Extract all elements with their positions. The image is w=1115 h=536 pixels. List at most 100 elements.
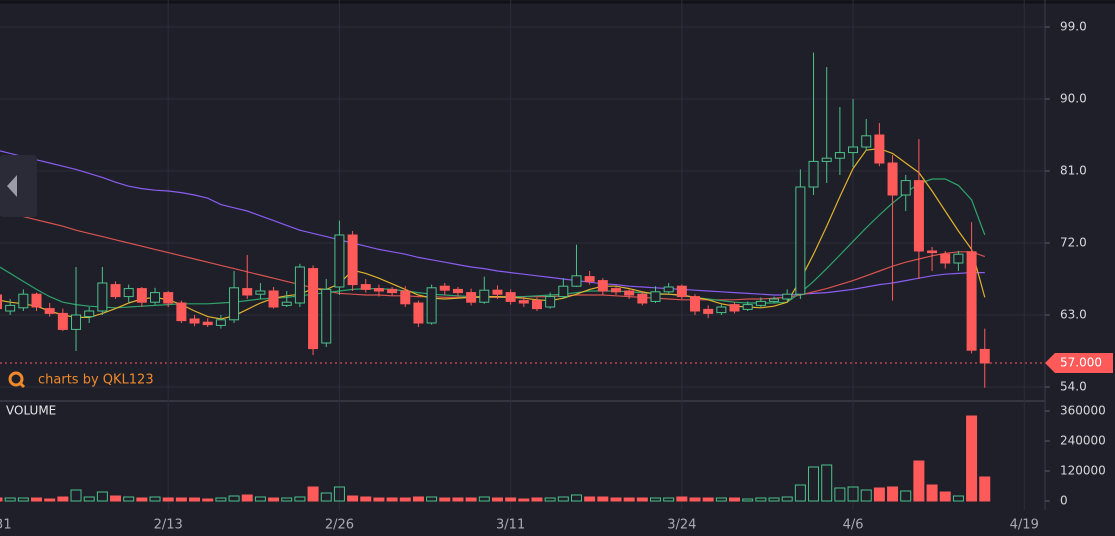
volume-bar xyxy=(636,497,648,502)
volume-bar xyxy=(702,497,714,502)
candle-body xyxy=(492,289,503,295)
volume-bar xyxy=(320,492,332,502)
x-tick-label: 4/6 xyxy=(843,518,864,533)
volume-bar xyxy=(136,497,148,502)
candle-body xyxy=(373,288,384,292)
candle-body xyxy=(268,290,279,308)
collapse-arrow[interactable] xyxy=(7,175,17,197)
volume-bar xyxy=(83,496,95,502)
candle-body xyxy=(255,290,266,295)
volume-label: VOLUME xyxy=(6,404,56,418)
x-tick-label: 4/19 xyxy=(1010,518,1039,533)
volume-bar xyxy=(979,476,991,502)
collapse-button[interactable] xyxy=(0,155,37,217)
candle-body xyxy=(452,288,463,294)
moving-averages xyxy=(0,147,986,320)
volume-bar xyxy=(676,496,688,502)
volume-bar xyxy=(70,489,82,502)
candle-body xyxy=(18,293,29,309)
candle-body xyxy=(663,286,674,293)
candle-body xyxy=(676,285,687,298)
candle-body xyxy=(176,302,187,322)
candle-body xyxy=(531,300,542,310)
volume-bar xyxy=(215,497,227,502)
candle-body xyxy=(71,314,82,330)
collapse-button-bg[interactable] xyxy=(0,155,37,217)
candle-body xyxy=(439,285,450,291)
watermark-icon-tail xyxy=(18,381,26,389)
volume-bar xyxy=(399,497,411,502)
candle-body xyxy=(229,287,240,321)
grid xyxy=(0,0,1045,510)
volume-bar xyxy=(307,486,319,502)
volume-bar xyxy=(808,466,820,502)
volume-bar xyxy=(834,487,846,502)
candle-body xyxy=(861,135,872,148)
volume-bar xyxy=(96,491,108,502)
volume-bar xyxy=(44,498,56,502)
volume-bar xyxy=(900,490,912,502)
volume-bar xyxy=(228,495,240,502)
volume-bar xyxy=(149,496,161,502)
volume-bar xyxy=(333,486,345,502)
volume-bar xyxy=(4,497,16,502)
candle-body xyxy=(848,146,859,154)
candle-body xyxy=(413,302,424,324)
volume-bar xyxy=(478,496,490,502)
volume-bar xyxy=(742,498,754,502)
volume-bar xyxy=(110,495,122,502)
volume-bar xyxy=(241,494,253,502)
volume-bar xyxy=(794,484,806,502)
candle-body xyxy=(518,300,529,304)
candle-body xyxy=(913,180,924,252)
volume-y-tick-label: 0 xyxy=(1060,494,1068,508)
volume-bar xyxy=(518,498,530,502)
watermark-icon xyxy=(8,371,24,387)
candle-body xyxy=(624,290,635,296)
x-tick-label: 3/11 xyxy=(496,518,525,533)
candle-body xyxy=(123,288,134,298)
candle-body xyxy=(874,134,885,164)
candle-body xyxy=(545,296,556,308)
volume-bar xyxy=(175,497,187,502)
candle-body xyxy=(360,284,371,290)
price-marker-label: 57.000 xyxy=(1060,356,1102,370)
candle-body xyxy=(97,282,108,312)
volume-bar xyxy=(0,497,3,502)
candle-body xyxy=(742,304,753,310)
candle-body xyxy=(242,288,253,296)
volume-bar xyxy=(189,497,201,502)
moving-average-line xyxy=(0,147,986,320)
candle-body xyxy=(558,285,569,298)
moving-average-line xyxy=(0,150,985,296)
volume-bar xyxy=(860,489,872,502)
x-tick-label: 1/31 xyxy=(0,518,12,533)
x-tick-label: 2/26 xyxy=(325,518,354,533)
candle-body xyxy=(821,157,832,162)
candle-body xyxy=(729,304,740,312)
volume-bar xyxy=(439,497,451,502)
volume-bar xyxy=(952,495,964,502)
candle-body xyxy=(163,292,174,304)
volume-bar xyxy=(926,484,938,502)
y-tick-label: 72.0 xyxy=(1060,236,1087,250)
volume-bar xyxy=(31,497,43,502)
volume-bar xyxy=(347,495,359,502)
volume-bar xyxy=(755,497,767,502)
volume-bar xyxy=(491,497,503,502)
candle-body xyxy=(690,296,701,312)
candle-body xyxy=(31,293,42,308)
candle-body xyxy=(887,162,898,196)
candle-body xyxy=(650,291,661,302)
volume-bar xyxy=(610,497,622,502)
candle-body xyxy=(755,300,766,306)
volume-bar xyxy=(663,497,675,502)
candles xyxy=(0,52,990,388)
candle-body xyxy=(294,266,305,304)
candle-body xyxy=(321,288,332,344)
candle-body xyxy=(466,292,477,303)
volume-bar xyxy=(570,494,582,502)
candle-body xyxy=(795,186,806,295)
